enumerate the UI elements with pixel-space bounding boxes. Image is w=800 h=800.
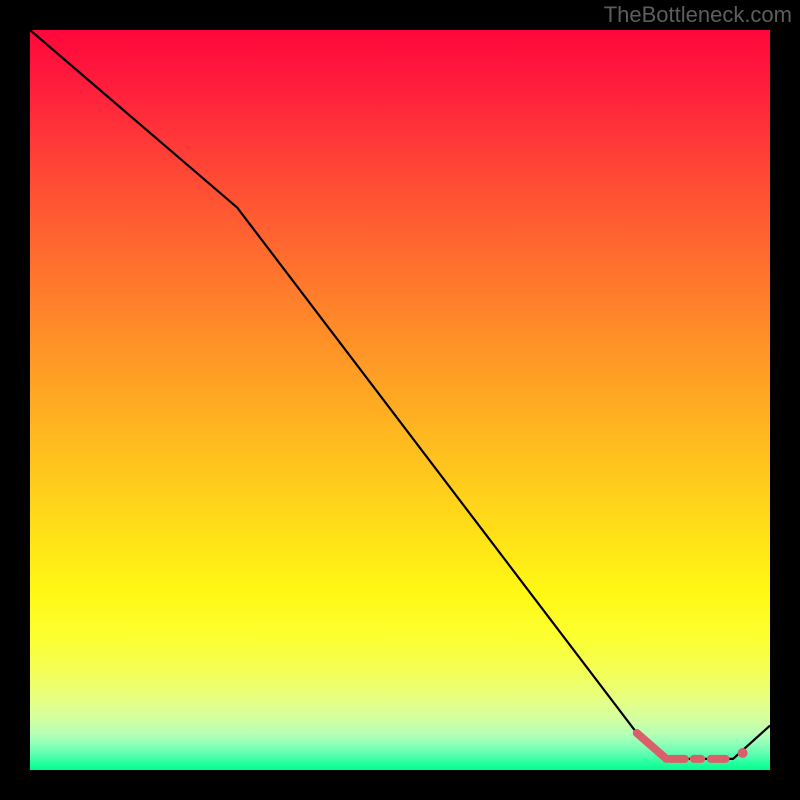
- chart-svg: [0, 0, 800, 800]
- plot-background: [30, 30, 770, 770]
- chart-stage: TheBottleneck.com: [0, 0, 800, 800]
- highlight-end-dot: [738, 748, 748, 758]
